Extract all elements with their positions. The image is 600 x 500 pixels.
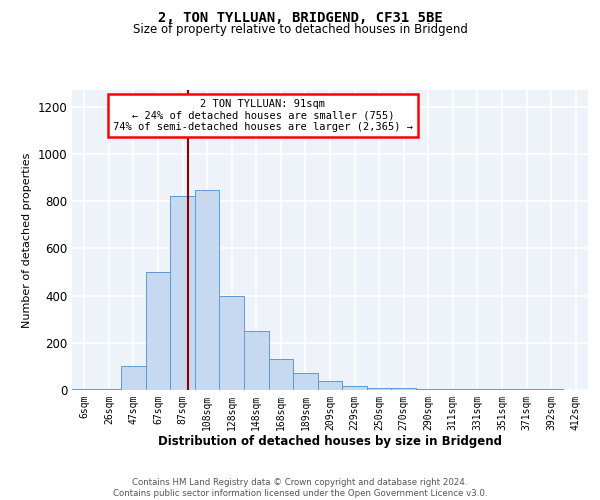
- Text: Distribution of detached houses by size in Bridgend: Distribution of detached houses by size …: [158, 435, 502, 448]
- Bar: [391, 388, 416, 390]
- Text: 2 TON TYLLUAN: 91sqm
← 24% of detached houses are smaller (755)
74% of semi-deta: 2 TON TYLLUAN: 91sqm ← 24% of detached h…: [113, 99, 413, 132]
- Bar: [195, 190, 220, 390]
- Y-axis label: Number of detached properties: Number of detached properties: [22, 152, 32, 328]
- Bar: [170, 196, 195, 390]
- Bar: [72, 389, 97, 390]
- Bar: [293, 374, 318, 390]
- Bar: [269, 360, 293, 390]
- Bar: [514, 389, 539, 390]
- Bar: [342, 386, 367, 390]
- Bar: [416, 389, 440, 390]
- Bar: [318, 380, 342, 390]
- Text: Size of property relative to detached houses in Bridgend: Size of property relative to detached ho…: [133, 22, 467, 36]
- Bar: [121, 366, 146, 390]
- Bar: [146, 272, 170, 390]
- Text: 2, TON TYLLUAN, BRIDGEND, CF31 5BE: 2, TON TYLLUAN, BRIDGEND, CF31 5BE: [158, 11, 442, 25]
- Bar: [244, 331, 269, 390]
- Bar: [367, 388, 391, 390]
- Bar: [220, 296, 244, 390]
- Bar: [440, 389, 465, 390]
- Bar: [97, 389, 121, 390]
- Text: Contains HM Land Registry data © Crown copyright and database right 2024.
Contai: Contains HM Land Registry data © Crown c…: [113, 478, 487, 498]
